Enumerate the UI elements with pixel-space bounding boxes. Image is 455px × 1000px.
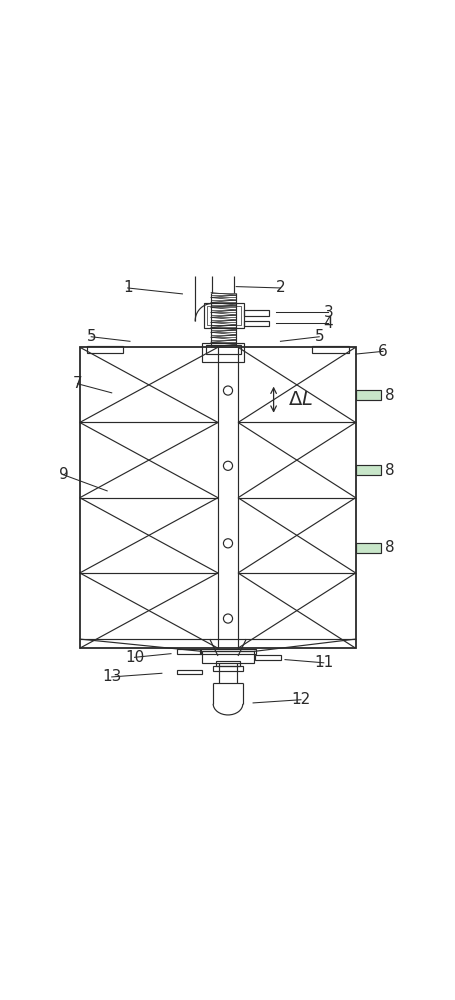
Text: 8: 8 [384, 540, 394, 555]
Bar [212, 666, 243, 671]
Text: 1: 1 [122, 280, 132, 295]
Text: $\Delta L$: $\Delta L$ [288, 390, 313, 409]
Bar [355, 543, 380, 553]
Bar [177, 670, 202, 674]
Bar [355, 465, 380, 475]
Bar [199, 649, 256, 654]
Bar [206, 345, 240, 354]
Text: 3: 3 [323, 305, 333, 320]
Bar [244, 310, 269, 316]
Bar [254, 655, 281, 660]
Text: 7: 7 [72, 376, 82, 391]
Bar [312, 346, 348, 353]
Text: 6: 6 [377, 344, 387, 359]
Bar [207, 306, 240, 325]
Text: 2: 2 [275, 280, 285, 295]
Text: 11: 11 [313, 655, 333, 670]
Text: 4: 4 [323, 316, 333, 331]
Bar [80, 347, 355, 648]
Text: 5: 5 [313, 329, 324, 344]
Text: 5: 5 [86, 329, 96, 344]
Text: 10: 10 [125, 650, 144, 665]
Bar [202, 651, 253, 663]
Text: 9: 9 [59, 467, 69, 482]
Text: 12: 12 [291, 692, 310, 707]
Text: 8: 8 [384, 463, 394, 478]
Bar [244, 321, 269, 326]
Bar [177, 649, 200, 654]
Bar [202, 343, 244, 362]
Bar [355, 390, 380, 400]
Text: 8: 8 [384, 388, 394, 403]
Bar [203, 303, 244, 328]
Bar [215, 661, 240, 666]
Text: 13: 13 [102, 669, 121, 684]
Bar [86, 346, 123, 353]
